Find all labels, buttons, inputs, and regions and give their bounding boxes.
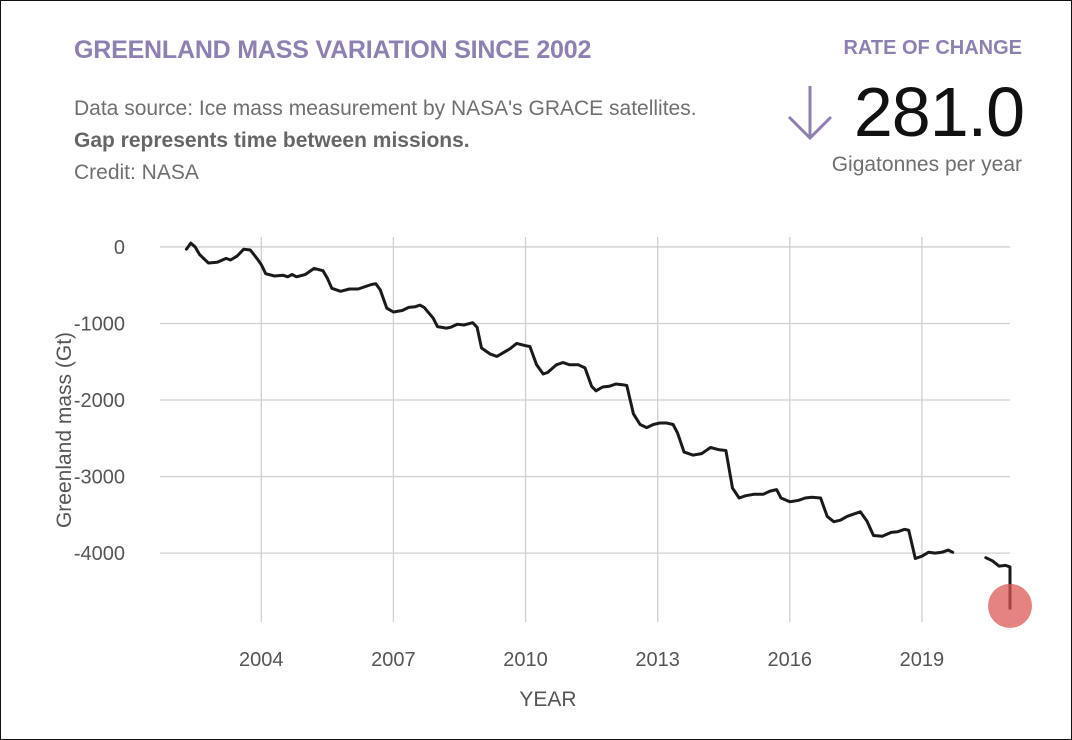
y-tick-label: -2000 [74, 390, 125, 412]
series-line-grace [184, 241, 955, 560]
chart-series [184, 241, 1032, 628]
chart-title: GREENLAND MASS VARIATION SINCE 2002 [74, 36, 592, 64]
x-tick-label: 2004 [239, 649, 284, 671]
rate-unit: Gigatonnes per year [831, 153, 1022, 176]
y-axis-label: Greenland mass (Gt) [53, 332, 76, 528]
x-tick-label: 2007 [371, 649, 416, 671]
x-tick-label: 2016 [768, 649, 813, 671]
chart-grid [160, 237, 1010, 622]
x-tick-label: 2019 [900, 649, 945, 671]
latest-value-marker[interactable] [988, 583, 1032, 628]
y-tick-label: 0 [114, 237, 125, 259]
rate-of-change-label: RATE OF CHANGE [843, 37, 1022, 59]
source-gap-note: Gap represents time between missions. [74, 129, 470, 152]
x-tick-label: 2010 [503, 649, 548, 671]
chart-ticks: 0 -1000 -2000 -3000 -4000 2004 2007 2010 2013 201… [74, 237, 944, 671]
source-text: Data source: Ice mass measurement by NAS… [74, 97, 697, 120]
y-tick-label: -4000 [74, 543, 125, 565]
x-axis-label: YEAR [519, 688, 576, 711]
y-tick-label: -1000 [74, 313, 125, 335]
down-arrow-icon [787, 86, 833, 141]
x-tick-label: 2013 [635, 649, 680, 671]
rate-value: 281.0 [853, 73, 1025, 151]
data-source-note: Data source: Ice mass measurement by NAS… [74, 93, 714, 189]
y-tick-label: -3000 [74, 467, 125, 489]
credit-text: Credit: NASA [74, 161, 199, 184]
